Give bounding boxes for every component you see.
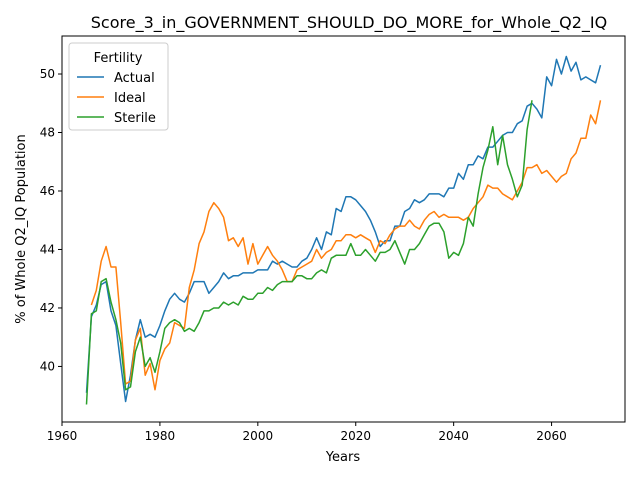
x-tick-label: 1980 xyxy=(145,429,176,443)
x-axis: 1960 1980 2000 2020 2040 2060 xyxy=(47,422,567,443)
y-axis-label: % of Whole Q2_IQ Population xyxy=(14,134,29,323)
x-tick-label: 2060 xyxy=(536,429,567,443)
series-line-ideal xyxy=(90,100,602,391)
legend-box xyxy=(68,42,169,131)
y-tick-label: 44 xyxy=(40,242,55,256)
legend-label-actual: Actual xyxy=(114,71,155,86)
legend-label-ideal: Ideal xyxy=(114,91,146,106)
legend: Fertility Actual Ideal Sterile xyxy=(68,42,169,131)
chart-title: Score_3_in_GOVERNMENT_SHOULD_DO_MORE_for… xyxy=(91,13,607,33)
x-tick-label: 2020 xyxy=(340,429,371,443)
plot-lines xyxy=(85,55,602,405)
x-tick-label: 1960 xyxy=(47,429,78,443)
legend-title: Fertility xyxy=(94,51,143,66)
legend-items: Actual Ideal Sterile xyxy=(77,71,156,126)
legend-label-sterile: Sterile xyxy=(114,111,156,126)
series-line-sterile xyxy=(85,100,533,405)
y-tick-label: 40 xyxy=(40,359,55,373)
y-axis: 40 42 44 46 48 50 xyxy=(40,67,62,373)
x-tick-label: 2000 xyxy=(243,429,274,443)
plot-frame xyxy=(61,35,626,423)
y-tick-label: 50 xyxy=(40,67,55,81)
x-tick-label: 2040 xyxy=(438,429,469,443)
x-axis-label: Years xyxy=(325,450,361,465)
series-line-actual xyxy=(85,55,602,403)
y-tick-label: 46 xyxy=(40,184,55,198)
y-tick-label: 42 xyxy=(40,301,55,315)
y-tick-label: 48 xyxy=(40,126,55,140)
